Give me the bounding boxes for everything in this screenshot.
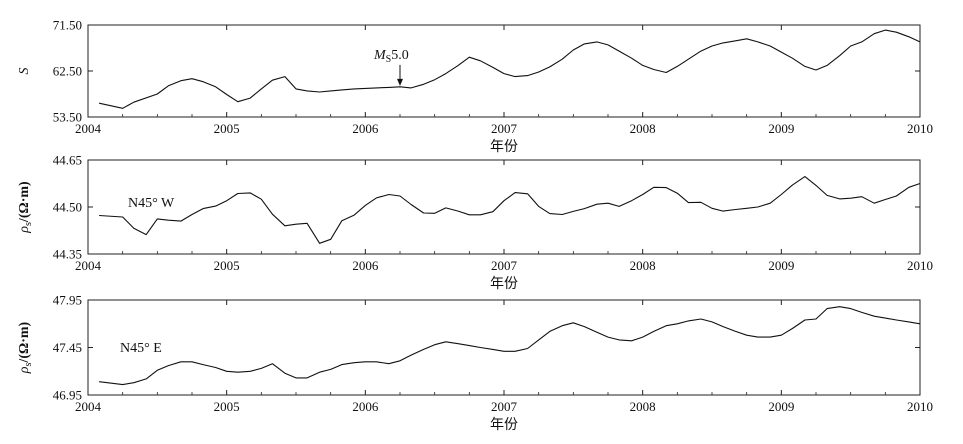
series-line-1: [99, 176, 921, 244]
x-tick-label: 2010: [907, 121, 933, 136]
x-tick-label: 2007: [491, 399, 518, 414]
x-tick-label: 2008: [630, 258, 656, 273]
panel-2: 2004 2005 2006 2007 2008 2009 2010 44.35 44.50 44…: [17, 153, 933, 293]
x-tick-label: 2006: [352, 121, 379, 136]
series-label: N45° E: [120, 341, 162, 356]
plot-frame: [87, 24, 921, 118]
x-tick-label: 2010: [907, 258, 933, 273]
y-tick-label: 47.95: [53, 293, 82, 308]
y-tick-label: 46.95: [53, 388, 82, 403]
x-tick-label: 2006: [352, 399, 379, 414]
series-line-1: [99, 306, 921, 386]
x-tick-label: 2005: [214, 121, 240, 136]
y-tick-label: 62.50: [53, 64, 82, 79]
x-tick-label: 2009: [768, 399, 794, 414]
y-tick-label: 53.50: [53, 110, 82, 125]
x-tick-label: 2005: [214, 258, 240, 273]
x-axis-label: 年份: [490, 417, 518, 433]
y-tick-label: 44.50: [53, 200, 82, 215]
x-axis-label: 年份: [490, 276, 518, 292]
y-tick-label: 71.50: [53, 18, 82, 33]
panel-1: 2004 2005 2006 2007 2008 2009 2010 53.50 62.50 71…: [17, 18, 933, 156]
series-line-1: [98, 29, 921, 109]
y-axis-label: ρs/(Ω·m): [17, 181, 34, 234]
earthquake-annotation: MS5.0: [373, 48, 409, 65]
y-axis-label: S: [17, 68, 32, 75]
x-tick-label: 2008: [630, 121, 656, 136]
x-tick-label: 2004: [75, 399, 102, 414]
x-tick-label: 2004: [75, 121, 102, 136]
x-tick-label: 2006: [352, 258, 379, 273]
x-tick-label: 2009: [768, 121, 794, 136]
x-tick-label: 2008: [630, 399, 656, 414]
series-label: N45° W: [128, 196, 175, 211]
x-tick-label: 2009: [768, 258, 794, 273]
x-tick-label: 2005: [214, 399, 240, 414]
y-tick-label: 44.35: [53, 247, 82, 262]
annotation-arrow-head: [397, 78, 403, 86]
x-tick-label: 2007: [491, 258, 518, 273]
x-tick-label: 2004: [75, 258, 102, 273]
x-axis-label: 年份: [490, 139, 518, 155]
y-tick-label: 47.45: [53, 340, 82, 355]
panel-3: 2004 2005 2006 2007 2008 2009 2010 46.95 47.45 47…: [17, 293, 933, 434]
x-tick-label: 2007: [491, 121, 518, 136]
y-tick-label: 44.65: [53, 153, 82, 168]
y-axis-label: ρs/(Ω·m): [17, 321, 34, 374]
x-tick-label: 2010: [907, 399, 933, 414]
plot-frame: [87, 299, 921, 396]
